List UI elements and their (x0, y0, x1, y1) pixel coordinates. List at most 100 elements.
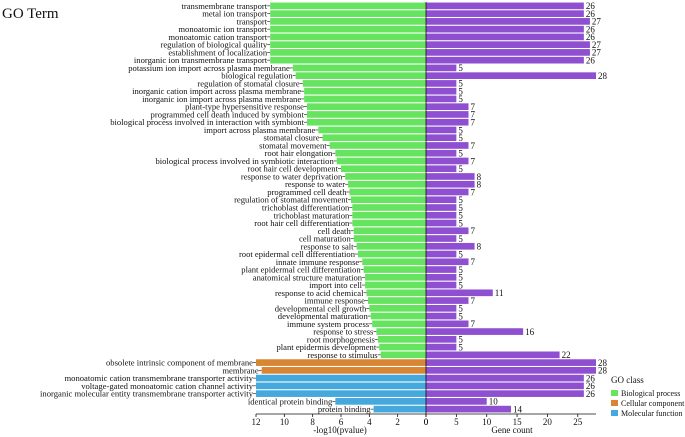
count-label: 11 (495, 288, 504, 298)
count-bar (426, 343, 457, 351)
count-label: 5 (458, 265, 463, 275)
count-bar (426, 405, 511, 413)
count-bar (426, 41, 590, 48)
count-label: 8 (477, 180, 482, 190)
count-bar (426, 10, 584, 17)
count-bars: 2626272626272726528555777557575887555575… (426, 1, 608, 414)
left-x-tick-label: 0 (424, 417, 429, 427)
count-bar (426, 304, 457, 312)
term-label: immune response (305, 296, 366, 306)
right-x-tick-label: 15 (513, 417, 523, 427)
count-bar (426, 211, 457, 219)
pvalue-bar (270, 49, 426, 56)
pvalue-bar (365, 281, 426, 289)
term-label: transmembrane transport (181, 1, 267, 11)
count-bar (426, 242, 475, 250)
count-label: 22 (562, 350, 571, 360)
count-label: 14 (513, 404, 523, 414)
legend-swatch (611, 400, 618, 406)
count-bar (426, 367, 596, 374)
pvalue-bar (318, 126, 426, 134)
term-label: monoatomic cation transport (168, 32, 267, 42)
term-label: anatomical structure maturation (253, 272, 363, 282)
pvalue-bar (352, 204, 426, 211)
left-x-tick-label: 2 (395, 417, 400, 427)
term-label: cell death (318, 226, 352, 236)
term-label: root epidermal cell differentiation (239, 249, 356, 259)
count-label: 26 (586, 55, 596, 65)
term-label: establishment of localization (168, 47, 268, 57)
pvalue-bar (372, 320, 426, 328)
pvalue-bar (292, 64, 426, 72)
count-bar (426, 250, 457, 258)
term-label: root hair cell differentiation (254, 218, 350, 228)
pvalue-bar (256, 374, 426, 382)
term-label: inorganic molecular entity transmembrane… (40, 389, 254, 399)
term-label: inorganic ion import across plasma membr… (142, 94, 301, 104)
count-label: 26 (586, 381, 596, 391)
pvalue-bar (270, 41, 426, 48)
pvalue-bar (356, 242, 426, 250)
pvalue-bar (270, 25, 426, 33)
count-bar (426, 258, 469, 266)
count-bar (426, 266, 457, 273)
pvalue-bar (350, 196, 426, 204)
count-bar (426, 188, 469, 196)
count-label: 5 (458, 234, 463, 244)
pvalue-bar (256, 359, 426, 366)
term-label: plant-type hypersensitive response (185, 102, 304, 112)
count-label: 8 (477, 172, 482, 182)
pvalue-bar (380, 351, 426, 359)
pvalue-bar (352, 219, 426, 227)
term-label: response to acid chemical (275, 288, 364, 298)
count-label: 8 (477, 242, 482, 252)
count-bar (426, 281, 457, 289)
term-label: root morphogenesis (307, 334, 376, 344)
pvalue-bar (335, 398, 426, 405)
count-label: 5 (458, 335, 463, 345)
count-label: 7 (471, 257, 476, 267)
count-bar (426, 165, 457, 173)
term-label: membrane (222, 365, 258, 375)
count-bar (426, 80, 457, 87)
term-label: biological process involved in interacti… (110, 117, 304, 127)
count-label: 26 (586, 24, 596, 34)
count-label: 5 (458, 164, 463, 174)
count-label: 5 (458, 304, 463, 314)
count-label: 5 (458, 63, 463, 73)
pvalue-bar (358, 250, 426, 258)
count-label: 7 (471, 141, 476, 151)
count-bar (426, 111, 469, 118)
right-x-tick-label: 0 (424, 417, 429, 427)
count-label: 5 (458, 311, 463, 321)
count-bar (426, 335, 457, 343)
term-label: regulation of stomatal movement (234, 195, 348, 205)
pvalue-bar (370, 312, 426, 320)
term-label: trichoblast maturation (274, 210, 350, 220)
count-label: 26 (586, 389, 596, 399)
term-label: biological process involved in symbiotic… (155, 156, 334, 166)
term-label: obsolete intrinsic component of membrane (106, 358, 253, 368)
legend-label: Cellular component (621, 399, 685, 408)
term-label: response to water deprivation (241, 171, 343, 181)
count-bar (426, 382, 584, 390)
count-label: 7 (471, 226, 476, 236)
term-label: root hair cell development (248, 164, 339, 174)
term-label: immune system process (287, 319, 370, 329)
count-bar (426, 18, 590, 25)
count-label: 5 (458, 203, 463, 213)
count-bar (426, 72, 596, 80)
left-x-tick-label: 8 (310, 417, 315, 427)
term-label: response to stress (313, 327, 374, 337)
count-bar (426, 49, 590, 56)
count-bar (426, 25, 584, 33)
pvalue-bar (329, 142, 426, 149)
count-label: 5 (458, 125, 463, 135)
pvalue-bar (295, 72, 426, 80)
pvalue-bar (376, 328, 426, 335)
count-bar (426, 219, 457, 227)
pvalue-bar (353, 235, 426, 242)
count-label: 5 (458, 249, 463, 259)
